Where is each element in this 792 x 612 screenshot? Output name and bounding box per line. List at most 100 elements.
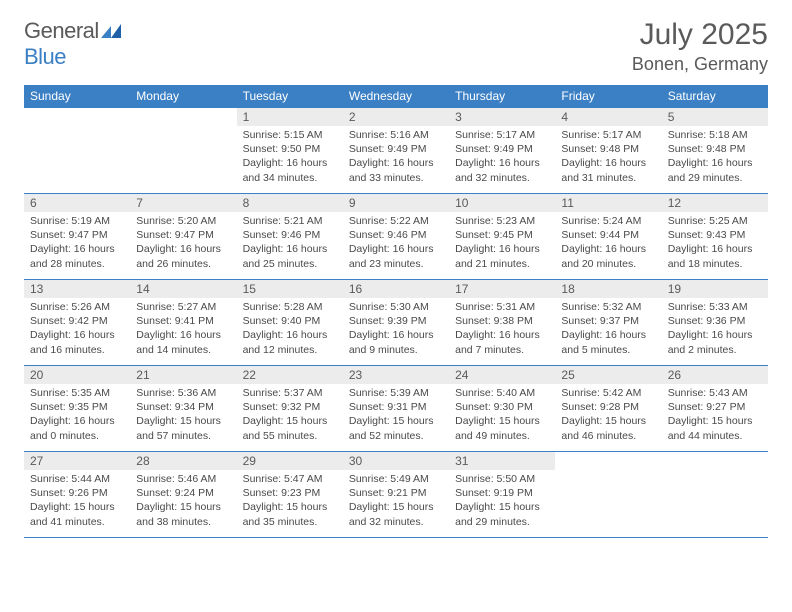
page-title: July 2025 (632, 18, 768, 52)
day-details: Sunrise: 5:33 AMSunset: 9:36 PMDaylight:… (662, 298, 768, 361)
calendar-cell: 9Sunrise: 5:22 AMSunset: 9:46 PMDaylight… (343, 194, 449, 280)
title-block: July 2025 Bonen, Germany (632, 18, 768, 75)
calendar-row: 6Sunrise: 5:19 AMSunset: 9:47 PMDaylight… (24, 194, 768, 280)
calendar-cell: 24Sunrise: 5:40 AMSunset: 9:30 PMDayligh… (449, 366, 555, 452)
day-details: Sunrise: 5:17 AMSunset: 9:48 PMDaylight:… (555, 126, 661, 189)
page: GeneralBlue July 2025 Bonen, Germany Sun… (0, 0, 792, 556)
weekday-header: Saturday (662, 85, 768, 108)
day-number: 31 (449, 452, 555, 470)
day-details: Sunrise: 5:16 AMSunset: 9:49 PMDaylight:… (343, 126, 449, 189)
calendar-cell: 5Sunrise: 5:18 AMSunset: 9:48 PMDaylight… (662, 108, 768, 194)
calendar-cell (130, 108, 236, 194)
calendar-cell: 1Sunrise: 5:15 AMSunset: 9:50 PMDaylight… (237, 108, 343, 194)
calendar-cell: 25Sunrise: 5:42 AMSunset: 9:28 PMDayligh… (555, 366, 661, 452)
weekday-header: Wednesday (343, 85, 449, 108)
day-number: 4 (555, 108, 661, 126)
calendar-cell: 10Sunrise: 5:23 AMSunset: 9:45 PMDayligh… (449, 194, 555, 280)
day-details: Sunrise: 5:47 AMSunset: 9:23 PMDaylight:… (237, 470, 343, 533)
calendar-cell: 12Sunrise: 5:25 AMSunset: 9:43 PMDayligh… (662, 194, 768, 280)
day-number: 7 (130, 194, 236, 212)
day-details: Sunrise: 5:31 AMSunset: 9:38 PMDaylight:… (449, 298, 555, 361)
day-details: Sunrise: 5:40 AMSunset: 9:30 PMDaylight:… (449, 384, 555, 447)
day-number: 8 (237, 194, 343, 212)
day-details: Sunrise: 5:32 AMSunset: 9:37 PMDaylight:… (555, 298, 661, 361)
day-details: Sunrise: 5:26 AMSunset: 9:42 PMDaylight:… (24, 298, 130, 361)
logo-text: GeneralBlue (24, 18, 121, 70)
calendar-cell: 30Sunrise: 5:49 AMSunset: 9:21 PMDayligh… (343, 452, 449, 538)
weekday-header: Tuesday (237, 85, 343, 108)
day-number: 6 (24, 194, 130, 212)
calendar-cell: 19Sunrise: 5:33 AMSunset: 9:36 PMDayligh… (662, 280, 768, 366)
day-details: Sunrise: 5:30 AMSunset: 9:39 PMDaylight:… (343, 298, 449, 361)
weekday-header: Friday (555, 85, 661, 108)
day-number: 10 (449, 194, 555, 212)
day-number: 27 (24, 452, 130, 470)
calendar-cell: 4Sunrise: 5:17 AMSunset: 9:48 PMDaylight… (555, 108, 661, 194)
calendar-cell: 8Sunrise: 5:21 AMSunset: 9:46 PMDaylight… (237, 194, 343, 280)
calendar-cell: 3Sunrise: 5:17 AMSunset: 9:49 PMDaylight… (449, 108, 555, 194)
day-number: 2 (343, 108, 449, 126)
calendar-cell: 28Sunrise: 5:46 AMSunset: 9:24 PMDayligh… (130, 452, 236, 538)
calendar-cell: 26Sunrise: 5:43 AMSunset: 9:27 PMDayligh… (662, 366, 768, 452)
weekday-header-row: SundayMondayTuesdayWednesdayThursdayFrid… (24, 85, 768, 108)
day-number: 12 (662, 194, 768, 212)
day-number: 25 (555, 366, 661, 384)
day-number: 21 (130, 366, 236, 384)
day-number: 29 (237, 452, 343, 470)
calendar-cell: 14Sunrise: 5:27 AMSunset: 9:41 PMDayligh… (130, 280, 236, 366)
calendar-row: 27Sunrise: 5:44 AMSunset: 9:26 PMDayligh… (24, 452, 768, 538)
day-number: 11 (555, 194, 661, 212)
day-details: Sunrise: 5:24 AMSunset: 9:44 PMDaylight:… (555, 212, 661, 275)
calendar-cell: 31Sunrise: 5:50 AMSunset: 9:19 PMDayligh… (449, 452, 555, 538)
day-details: Sunrise: 5:15 AMSunset: 9:50 PMDaylight:… (237, 126, 343, 189)
calendar-cell: 27Sunrise: 5:44 AMSunset: 9:26 PMDayligh… (24, 452, 130, 538)
day-details: Sunrise: 5:21 AMSunset: 9:46 PMDaylight:… (237, 212, 343, 275)
day-number: 28 (130, 452, 236, 470)
calendar-cell (555, 452, 661, 538)
header: GeneralBlue July 2025 Bonen, Germany (24, 18, 768, 75)
day-number: 14 (130, 280, 236, 298)
calendar-row: 20Sunrise: 5:35 AMSunset: 9:35 PMDayligh… (24, 366, 768, 452)
day-number: 5 (662, 108, 768, 126)
day-details: Sunrise: 5:42 AMSunset: 9:28 PMDaylight:… (555, 384, 661, 447)
calendar-cell: 16Sunrise: 5:30 AMSunset: 9:39 PMDayligh… (343, 280, 449, 366)
day-details: Sunrise: 5:39 AMSunset: 9:31 PMDaylight:… (343, 384, 449, 447)
day-details: Sunrise: 5:46 AMSunset: 9:24 PMDaylight:… (130, 470, 236, 533)
day-number: 3 (449, 108, 555, 126)
calendar-cell (662, 452, 768, 538)
calendar-cell: 29Sunrise: 5:47 AMSunset: 9:23 PMDayligh… (237, 452, 343, 538)
day-number: 30 (343, 452, 449, 470)
day-details: Sunrise: 5:35 AMSunset: 9:35 PMDaylight:… (24, 384, 130, 447)
calendar-cell: 15Sunrise: 5:28 AMSunset: 9:40 PMDayligh… (237, 280, 343, 366)
logo-word1: General (24, 18, 99, 43)
logo-word2: Blue (24, 44, 66, 69)
weekday-header: Sunday (24, 85, 130, 108)
day-details: Sunrise: 5:25 AMSunset: 9:43 PMDaylight:… (662, 212, 768, 275)
day-details: Sunrise: 5:44 AMSunset: 9:26 PMDaylight:… (24, 470, 130, 533)
day-details: Sunrise: 5:27 AMSunset: 9:41 PMDaylight:… (130, 298, 236, 361)
day-details: Sunrise: 5:36 AMSunset: 9:34 PMDaylight:… (130, 384, 236, 447)
calendar-cell: 17Sunrise: 5:31 AMSunset: 9:38 PMDayligh… (449, 280, 555, 366)
calendar-cell: 20Sunrise: 5:35 AMSunset: 9:35 PMDayligh… (24, 366, 130, 452)
day-details: Sunrise: 5:37 AMSunset: 9:32 PMDaylight:… (237, 384, 343, 447)
day-details: Sunrise: 5:28 AMSunset: 9:40 PMDaylight:… (237, 298, 343, 361)
day-number: 26 (662, 366, 768, 384)
calendar-cell: 21Sunrise: 5:36 AMSunset: 9:34 PMDayligh… (130, 366, 236, 452)
calendar-cell: 7Sunrise: 5:20 AMSunset: 9:47 PMDaylight… (130, 194, 236, 280)
day-number: 13 (24, 280, 130, 298)
calendar-cell: 22Sunrise: 5:37 AMSunset: 9:32 PMDayligh… (237, 366, 343, 452)
calendar-row: 13Sunrise: 5:26 AMSunset: 9:42 PMDayligh… (24, 280, 768, 366)
day-details: Sunrise: 5:50 AMSunset: 9:19 PMDaylight:… (449, 470, 555, 533)
day-details: Sunrise: 5:20 AMSunset: 9:47 PMDaylight:… (130, 212, 236, 275)
calendar-cell: 2Sunrise: 5:16 AMSunset: 9:49 PMDaylight… (343, 108, 449, 194)
day-number: 24 (449, 366, 555, 384)
day-number: 20 (24, 366, 130, 384)
location-label: Bonen, Germany (632, 54, 768, 75)
day-details: Sunrise: 5:49 AMSunset: 9:21 PMDaylight:… (343, 470, 449, 533)
day-number: 1 (237, 108, 343, 126)
day-number: 17 (449, 280, 555, 298)
day-details: Sunrise: 5:23 AMSunset: 9:45 PMDaylight:… (449, 212, 555, 275)
calendar-cell: 13Sunrise: 5:26 AMSunset: 9:42 PMDayligh… (24, 280, 130, 366)
logo: GeneralBlue (24, 18, 121, 70)
calendar-table: SundayMondayTuesdayWednesdayThursdayFrid… (24, 85, 768, 538)
